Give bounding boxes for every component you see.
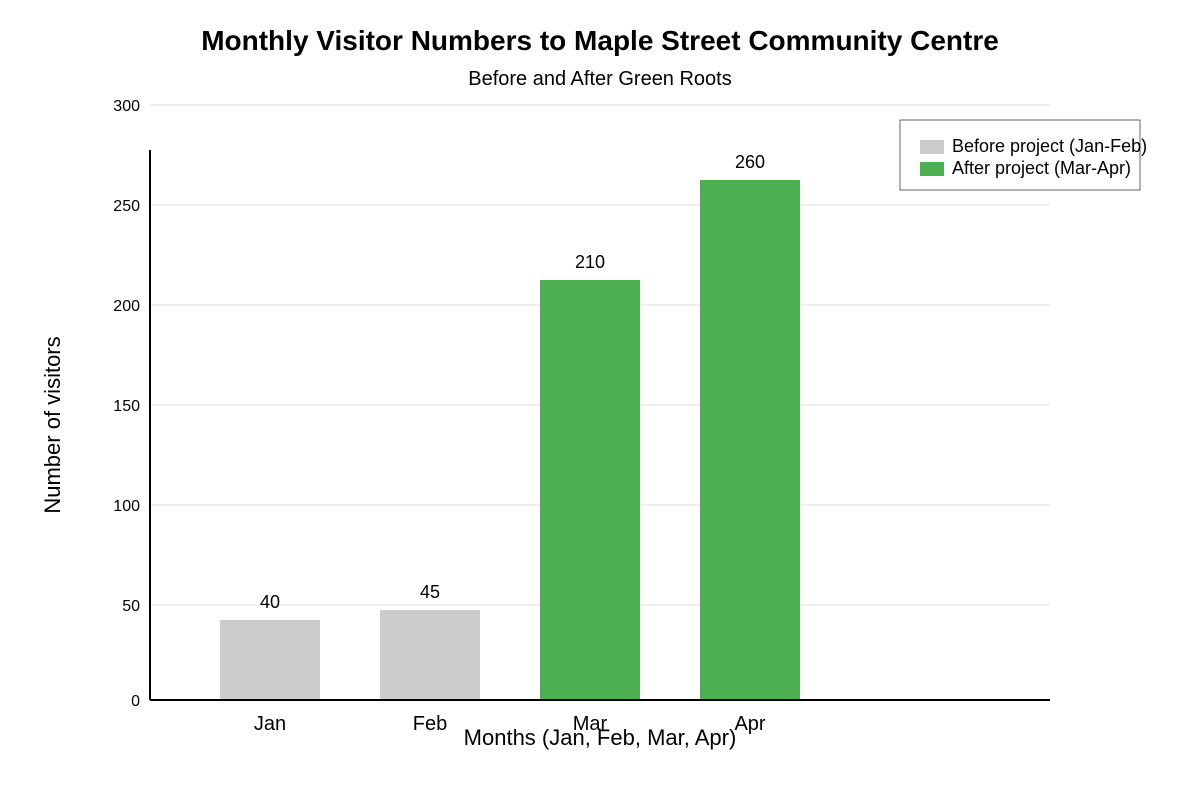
axes xyxy=(149,150,1050,701)
y-axis-title: Number of visitors xyxy=(40,336,65,513)
bar-value-label-apr: 260 xyxy=(735,152,765,172)
bar-jan xyxy=(220,620,320,700)
bar-value-label-jan: 40 xyxy=(260,592,280,612)
legend-swatch-after xyxy=(920,162,944,176)
legend-box xyxy=(899,119,1141,191)
y-tick-label: 150 xyxy=(113,398,140,415)
bar-feb xyxy=(380,610,480,700)
y-tick-label: 300 xyxy=(113,98,140,115)
bars xyxy=(220,180,800,700)
chart-title: Monthly Visitor Numbers to Maple Street … xyxy=(201,25,999,56)
y-tick-labels: 0 50 100 150 200 250 300 xyxy=(113,98,140,710)
bar-mar xyxy=(540,280,640,700)
x-tick-label-apr: Apr xyxy=(734,713,765,735)
y-tick-label: 0 xyxy=(131,693,140,710)
bar-value-label-feb: 45 xyxy=(420,582,440,602)
bar-apr xyxy=(700,180,800,700)
legend-label-before: Before project (Jan-Feb) xyxy=(952,136,1147,156)
y-tick-label: 250 xyxy=(113,198,140,215)
y-tick-label: 100 xyxy=(113,498,140,515)
x-tick-label-feb: Feb xyxy=(413,713,447,735)
x-axis-title: Months (Jan, Feb, Mar, Apr) xyxy=(464,725,737,750)
chart-subtitle: Before and After Green Roots xyxy=(468,68,732,90)
legend-swatch-before xyxy=(920,140,944,154)
y-tick-label: 50 xyxy=(122,598,140,615)
x-tick-label-mar: Mar xyxy=(573,713,608,735)
legend: Before project (Jan-Feb) After project (… xyxy=(899,119,1147,191)
x-tick-label-jan: Jan xyxy=(254,713,286,735)
bar-value-labels: 40 45 210 260 xyxy=(260,152,765,612)
y-tick-label: 200 xyxy=(113,298,140,315)
x-tick-labels: Jan Feb Mar Apr xyxy=(254,713,766,735)
bar-value-label-mar: 210 xyxy=(575,252,605,272)
legend-label-after: After project (Mar-Apr) xyxy=(952,158,1131,178)
